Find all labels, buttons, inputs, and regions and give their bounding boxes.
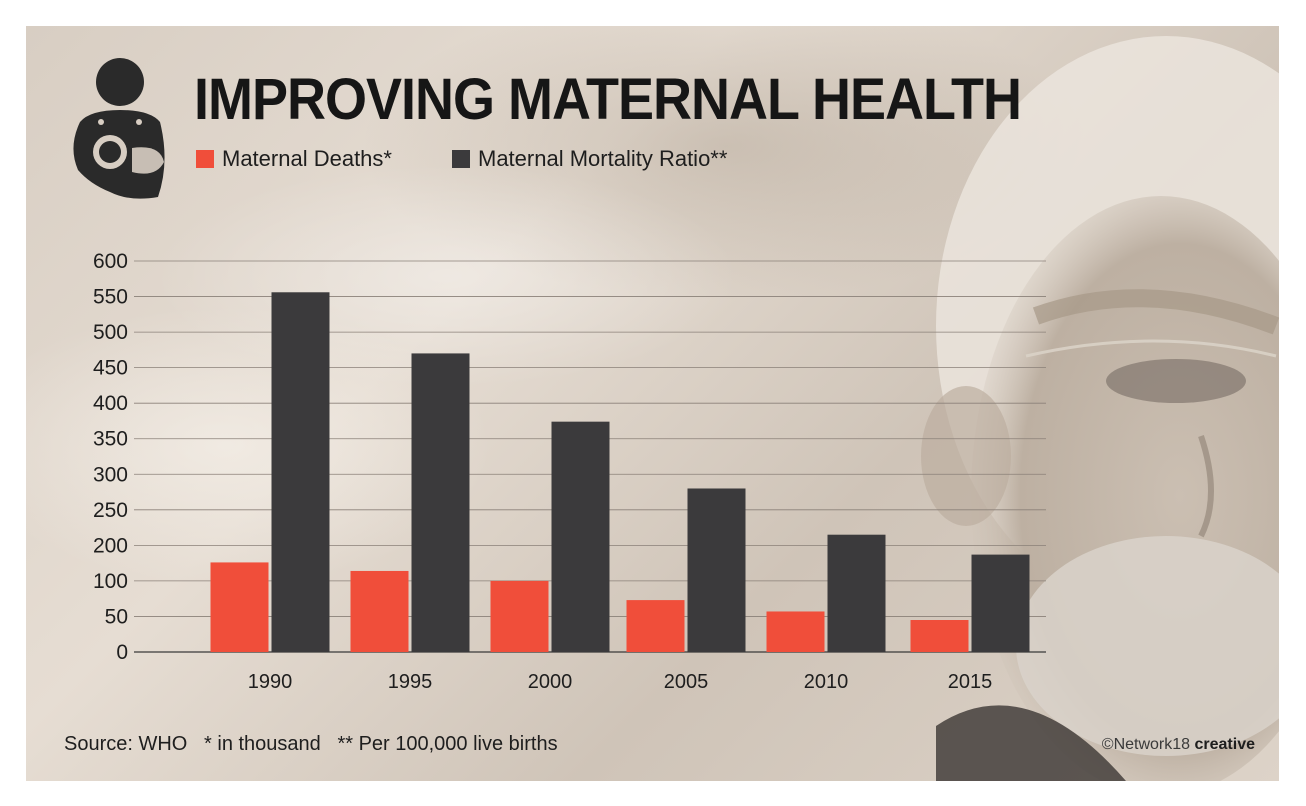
legend-label-ratio: Maternal Mortality Ratio**: [478, 146, 728, 171]
bar-mortality-ratio: [271, 292, 330, 652]
credit-prefix: ©Network18: [1101, 736, 1195, 753]
x-tick-label: 1995: [388, 671, 433, 693]
y-tick-label: 450: [93, 357, 128, 380]
bar-maternal-deaths: [766, 611, 825, 652]
y-tick-label: 400: [93, 392, 128, 415]
portrait-background: [921, 36, 1279, 781]
bar-mortality-ratio: [411, 353, 470, 652]
x-axis-labels: 1990 1995 2000 2005 2010 2015: [248, 671, 993, 693]
y-tick-label: 350: [93, 428, 128, 451]
y-tick-label: 200: [93, 534, 128, 557]
x-tick-label: 2010: [804, 671, 849, 693]
bar-maternal-deaths: [350, 570, 409, 652]
y-tick-label: 500: [93, 321, 128, 344]
x-tick-label: 2015: [948, 671, 993, 693]
y-tick-label: 50: [105, 605, 128, 628]
y-tick-label: 300: [93, 463, 128, 486]
legend-item-maternal-deaths: Maternal Deaths*: [196, 146, 392, 172]
x-tick-label: 2005: [664, 671, 709, 693]
y-tick-label: 250: [93, 499, 128, 522]
chart-title: IMPROVING MATERNAL HEALTH: [194, 67, 1022, 132]
bars: [210, 292, 1030, 652]
bar-mortality-ratio: [827, 534, 886, 652]
bar-maternal-deaths: [210, 562, 269, 652]
legend-label-deaths: Maternal Deaths*: [222, 146, 392, 171]
x-tick-label: 2000: [528, 671, 573, 693]
legend-swatch-ratio: [452, 150, 470, 168]
bar-mortality-ratio: [551, 421, 610, 652]
credit-brand: creative: [1194, 736, 1256, 753]
infographic-card: IMPROVING MATERNAL HEALTH Maternal Death…: [26, 26, 1279, 781]
breastfeeding-mother-icon: [73, 58, 165, 199]
bar-mortality-ratio: [971, 554, 1030, 652]
y-tick-label: 100: [93, 570, 128, 593]
bar-maternal-deaths: [910, 620, 969, 652]
credit: ©Network18 creative: [1102, 736, 1255, 754]
source-note: Source: WHO * in thousand ** Per 100,000…: [64, 733, 558, 755]
legend-item-mortality-ratio: Maternal Mortality Ratio**: [452, 146, 727, 172]
y-tick-label: 600: [93, 250, 128, 273]
bar-maternal-deaths: [490, 580, 549, 652]
x-tick-label: 1990: [248, 671, 293, 693]
y-axis-labels: 0 50 100 200 250 300 350 400 450 500 550 600: [93, 250, 128, 664]
bar-mortality-ratio: [687, 488, 746, 652]
bar-maternal-deaths: [626, 600, 685, 652]
legend-swatch-deaths: [196, 150, 214, 168]
y-tick-label: 550: [93, 286, 128, 309]
y-tick-label: 0: [116, 641, 128, 664]
